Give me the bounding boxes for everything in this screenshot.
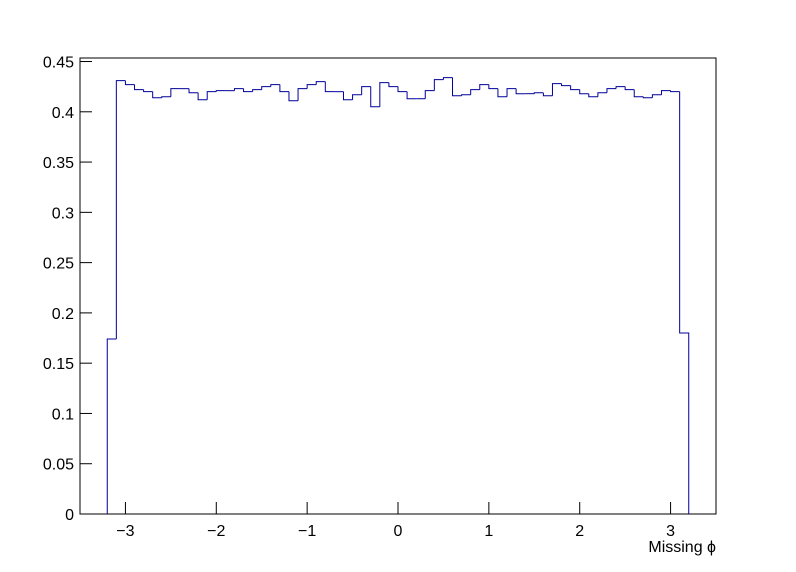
histogram-bin (424, 90, 435, 99)
x-tick-label: 2 (575, 523, 584, 540)
plot-frame (79, 57, 717, 515)
histogram-bin (352, 94, 362, 100)
histogram-bin (361, 86, 371, 95)
histogram-bin (452, 77, 462, 97)
histogram-bin (561, 83, 571, 87)
histogram-bin (461, 94, 471, 96)
histogram-bin (497, 88, 508, 98)
y-tick-label: 0.05 (43, 457, 74, 474)
y-tick-label: 0.25 (43, 256, 74, 273)
histogram-bin (542, 92, 553, 97)
histogram-bin (115, 80, 126, 340)
histogram-bin (615, 86, 626, 89)
histogram-bin (370, 86, 380, 108)
histogram-bin (106, 338, 117, 514)
histogram-bin (279, 84, 289, 93)
y-tick-label: 0.45 (43, 55, 74, 72)
histogram-bin (433, 79, 444, 91)
histogram-bin (152, 91, 162, 99)
histogram-bin (406, 91, 417, 100)
histogram-bin (143, 89, 153, 93)
histogram-bin (315, 81, 326, 85)
histogram-bin (442, 77, 453, 80)
y-tick-label: 0.4 (52, 105, 74, 122)
histogram-bin (270, 84, 280, 87)
histogram-bin (252, 89, 262, 92)
histogram-bin (379, 82, 389, 107)
histogram-bin (288, 91, 299, 102)
histogram-bin (551, 83, 562, 96)
x-tick-label: −3 (116, 523, 134, 540)
histogram-bin (660, 90, 671, 95)
histogram-bin (533, 92, 544, 94)
histogram-bin (233, 88, 244, 91)
histogram-bin (297, 88, 308, 101)
histogram-bin (488, 84, 498, 90)
x-tick-label: −1 (298, 523, 316, 540)
histogram-bin (633, 89, 644, 98)
y-tick-label: 0.1 (52, 406, 74, 423)
histogram-bin (624, 86, 635, 91)
histogram-bin (134, 84, 144, 91)
histogram-bin (670, 90, 680, 93)
histogram-bin (642, 96, 653, 99)
histogram-bin (651, 94, 662, 98)
histogram-bin (588, 93, 598, 98)
histogram-bin (243, 88, 253, 93)
histogram-bin (161, 96, 171, 98)
histogram-bin (342, 91, 353, 101)
y-tick-label: 0.15 (43, 356, 74, 373)
x-tick-label: 0 (394, 523, 403, 540)
histogram-bin (124, 80, 135, 86)
histogram-bin (261, 86, 271, 90)
y-tick-label: 0 (65, 507, 74, 524)
x-tick-label: 1 (484, 523, 493, 540)
x-tick-label: 3 (666, 523, 675, 540)
x-axis-label: Missing ϕ (648, 539, 716, 556)
histogram-bin (324, 81, 335, 93)
histogram-bin (579, 89, 589, 95)
y-tick-label: 0.3 (52, 205, 74, 222)
histogram-bin (170, 88, 180, 97)
y-tick-label: 0.35 (43, 155, 74, 172)
x-tick-label: −2 (207, 523, 225, 540)
histogram-bin (306, 84, 317, 89)
histogram-bin (679, 91, 690, 514)
y-tick-label: 0.2 (52, 306, 74, 323)
histogram-bin (188, 88, 199, 94)
histogram-bin (215, 90, 226, 92)
histogram-bin (570, 85, 580, 91)
histogram-bin (397, 86, 408, 93)
histogram-bin (206, 91, 217, 100)
histogram-bin (388, 82, 398, 88)
histogram-bin (597, 92, 607, 97)
histogram-bin (606, 88, 617, 93)
histogram-bin (470, 89, 480, 95)
histogram-bin (515, 88, 526, 95)
histogram-bin (479, 84, 489, 90)
histogram-bin (197, 92, 208, 101)
histogram-bin (506, 88, 517, 97)
